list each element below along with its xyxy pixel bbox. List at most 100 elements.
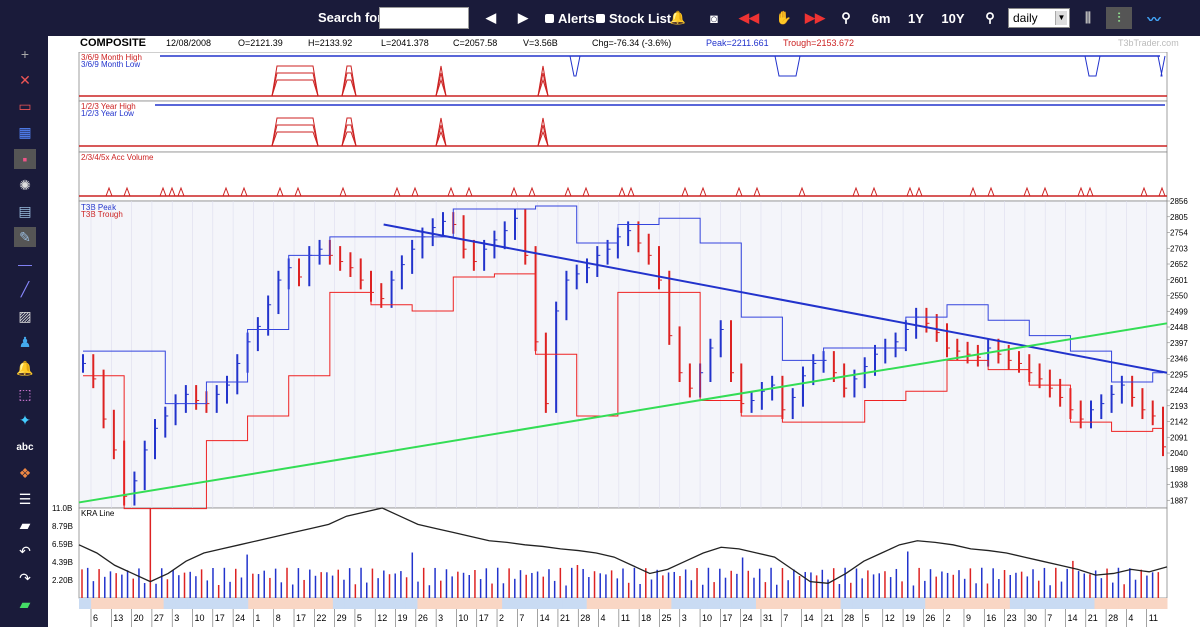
price-tick-label: 2040 bbox=[1170, 449, 1188, 458]
session-strip bbox=[852, 598, 866, 609]
box-icon[interactable]: ⬚ bbox=[18, 386, 32, 403]
session-strip bbox=[320, 598, 334, 609]
session-strip bbox=[526, 598, 539, 609]
session-strip bbox=[695, 598, 709, 609]
x-tick-label: 10 bbox=[458, 613, 468, 623]
panel1-dip bbox=[774, 55, 801, 77]
panel2-pulse bbox=[537, 124, 549, 147]
next-icon[interactable]: ▶ bbox=[518, 10, 528, 25]
range-10y-button[interactable]: 10Y bbox=[941, 10, 965, 26]
session-strip bbox=[381, 598, 394, 609]
diagonal-icon[interactable]: ╱ bbox=[20, 281, 30, 298]
peak-line bbox=[83, 205, 1163, 405]
x-tick-label: 17 bbox=[215, 613, 225, 623]
x-tick-label: 5 bbox=[357, 613, 362, 623]
x-tick-label: 11 bbox=[1149, 613, 1158, 623]
session-strip bbox=[369, 598, 382, 609]
plus-icon[interactable]: + bbox=[20, 46, 30, 62]
x-tick-label: 14 bbox=[804, 613, 814, 623]
draw-icon[interactable]: ✎ bbox=[14, 227, 36, 248]
panel2-pulse bbox=[271, 131, 319, 147]
price-tick-label: 2346 bbox=[1170, 355, 1188, 364]
session-strip bbox=[187, 598, 201, 609]
text-tool-button[interactable]: abc bbox=[16, 441, 34, 453]
x-tick-label: 12 bbox=[885, 613, 895, 623]
session-strip bbox=[1046, 598, 1059, 609]
range-1y-button[interactable]: 1Y bbox=[908, 10, 924, 26]
session-strip bbox=[888, 598, 902, 609]
candlestick-icon[interactable]: ⫼ bbox=[1085, 10, 1091, 25]
chart-grid-icon[interactable]: ▦ bbox=[18, 124, 32, 141]
session-strip bbox=[913, 598, 926, 609]
panel3-legend: 2/3/4/5x Acc Volume bbox=[81, 153, 154, 162]
x-tick-label: 5 bbox=[864, 613, 869, 623]
line-chart-icon[interactable]: 〰 bbox=[1147, 11, 1161, 27]
price-tick-label: 2601 bbox=[1170, 276, 1188, 285]
session-strip bbox=[441, 598, 455, 609]
chevron-down-icon: ▼ bbox=[1055, 11, 1067, 25]
panel2-pulse bbox=[341, 131, 357, 147]
paint-icon[interactable]: ✦ bbox=[19, 412, 31, 429]
chart-x-icon[interactable]: ✕ bbox=[19, 71, 31, 88]
search-input[interactable] bbox=[379, 7, 469, 29]
session-strip bbox=[79, 598, 92, 609]
hatch-icon[interactable]: ▨ bbox=[18, 307, 32, 324]
session-strip bbox=[1094, 598, 1108, 609]
session-strip bbox=[163, 598, 177, 609]
chart-dash-icon[interactable]: ▭ bbox=[18, 97, 32, 114]
hand-icon[interactable]: ✋ bbox=[775, 10, 793, 25]
panel-icon[interactable]: ▤ bbox=[18, 202, 32, 219]
fast-forward-icon[interactable]: ▶▶ bbox=[805, 10, 825, 25]
search-label: Search for: bbox=[318, 10, 387, 25]
panel2-pulse bbox=[341, 117, 357, 147]
checkbox-icon bbox=[545, 13, 554, 23]
session-strip bbox=[308, 598, 322, 609]
panel2-pulse bbox=[435, 124, 447, 147]
range-6m-button[interactable]: 6m bbox=[871, 10, 891, 26]
x-tick-label: 9 bbox=[966, 613, 971, 623]
x-tick-label: 24 bbox=[235, 613, 245, 623]
zoom-out-icon[interactable]: ⚲ bbox=[985, 10, 995, 25]
x-tick-label: 11 bbox=[621, 613, 630, 623]
x-tick-label: 10 bbox=[195, 613, 205, 623]
panel2-legend-a: 1/2/3 Year High bbox=[81, 102, 136, 111]
undo-icon[interactable]: ↶ bbox=[19, 543, 31, 560]
stripe-icon[interactable]: ▰ bbox=[19, 517, 31, 534]
panel1-pulse bbox=[341, 65, 357, 97]
x-tick-label: 24 bbox=[743, 613, 753, 623]
bell-icon[interactable]: 🔔 bbox=[669, 10, 687, 25]
person-icon[interactable]: ♟ bbox=[18, 333, 32, 350]
session-strip bbox=[538, 598, 551, 609]
interval-select[interactable]: daily ▼ bbox=[1008, 8, 1070, 28]
stocklist-button[interactable]: Stock List bbox=[596, 8, 671, 28]
session-strip bbox=[1058, 598, 1071, 609]
redo-icon[interactable]: ↷ bbox=[19, 569, 31, 586]
prev-icon[interactable]: ◀ bbox=[486, 10, 496, 25]
x-tick-label: 10 bbox=[702, 613, 712, 623]
panel1-pulse bbox=[341, 79, 357, 97]
camera-icon[interactable]: ◙ bbox=[710, 10, 718, 26]
session-strip bbox=[1034, 598, 1047, 609]
session-strip bbox=[332, 598, 346, 609]
rewind-icon[interactable]: ◀◀ bbox=[739, 10, 759, 25]
zoom-in-icon[interactable]: ⚲ bbox=[841, 10, 851, 25]
panel1-pulse bbox=[537, 78, 549, 97]
panel-frame bbox=[78, 100, 1168, 153]
magnify-icon[interactable]: ✺ bbox=[19, 176, 31, 193]
palette-icon[interactable]: ❖ bbox=[18, 464, 32, 481]
list-icon[interactable]: ☰ bbox=[18, 490, 32, 507]
session-strip bbox=[151, 598, 165, 609]
bell-icon[interactable]: 🔔 bbox=[16, 359, 34, 376]
alerts-button[interactable]: Alerts bbox=[545, 8, 595, 28]
x-tick-label: 28 bbox=[844, 613, 854, 623]
eraser-icon[interactable]: ▰ bbox=[19, 595, 31, 612]
volume-label: V=3.56B bbox=[523, 38, 558, 48]
bar-chart-icon[interactable]: ⫶ bbox=[1106, 7, 1132, 29]
session-strip bbox=[901, 598, 914, 609]
line-icon[interactable]: — bbox=[18, 255, 32, 272]
session-strip bbox=[1009, 598, 1023, 609]
panel1-pulse bbox=[537, 72, 549, 97]
chart-dot-icon[interactable]: ▪ bbox=[14, 148, 36, 169]
session-strip bbox=[647, 598, 660, 609]
